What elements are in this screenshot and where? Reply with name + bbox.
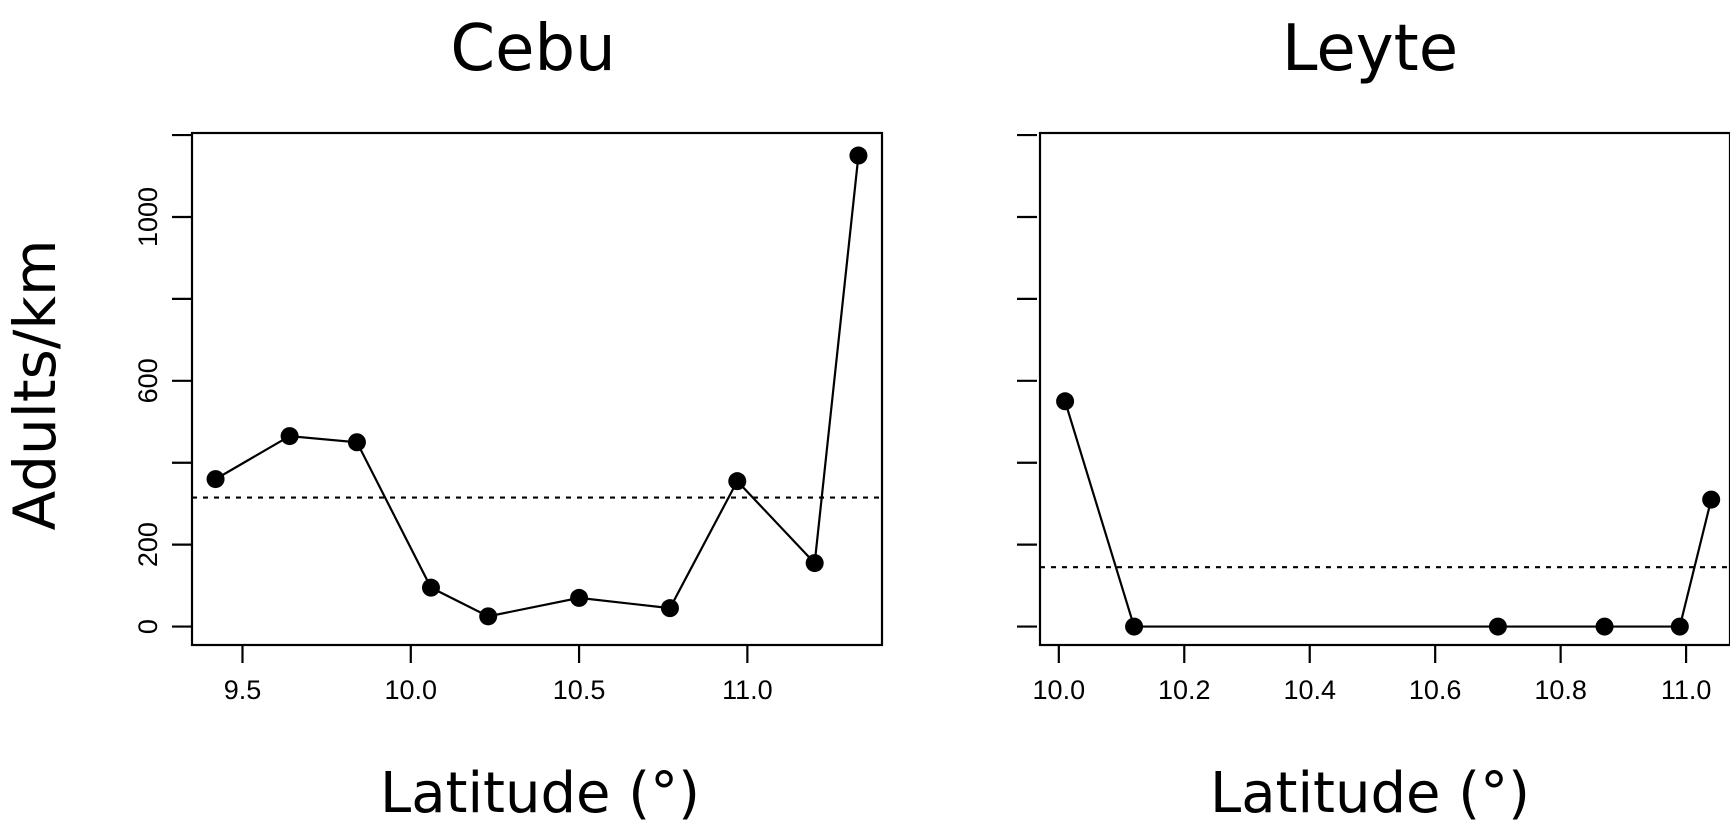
data-point-cebu [479,607,498,626]
x-tick-label-cebu: 11.0 [722,675,773,705]
data-point-leyte [1125,617,1144,636]
x-tick-label-leyte: 10.8 [1534,675,1587,705]
data-point-leyte [1670,617,1689,636]
data-point-cebu [728,472,747,491]
plot-frame-leyte [1038,131,1730,647]
y-axis-label: Adults/km [1,240,69,531]
x-tick-label-leyte: 11.0 [1661,675,1712,705]
plot-area-leyte: 10.0 10.2 10.4 10.6 10.8 11.0 [1017,131,1730,705]
data-point-leyte [1056,392,1075,411]
x-axis-label-leyte: Latitude (°) [1210,761,1530,826]
data-point-cebu [347,433,366,452]
y-tick-label-cebu: 0 [133,619,163,634]
x-tick-label-cebu: 10.5 [553,675,606,705]
panel-cebu: Cebu Latitude (°) 0 200 600 1000 9.5 10.0 10.5… [133,12,884,826]
x-tick-label-leyte: 10.0 [1033,675,1086,705]
plot-area-cebu: 0 200 600 1000 9.5 10.0 10.5 11.0 [133,131,884,705]
x-tick-label-cebu: 10.0 [384,675,437,705]
plot-frame-cebu [190,131,884,647]
y-tick-label-cebu: 600 [133,358,163,403]
data-point-leyte [1595,617,1614,636]
series-line-leyte [1064,400,1713,628]
data-point-cebu [421,578,440,597]
x-axis-label-cebu: Latitude (°) [380,761,700,826]
x-tick-label-leyte: 10.6 [1409,675,1462,705]
panel-leyte: Leyte Latitude (°) 10.0 10.2 10.4 10.6 10.8 1… [1017,12,1730,826]
x-tick-label-cebu: 9.5 [224,675,262,705]
data-point-cebu [849,146,868,165]
data-point-cebu [280,427,299,446]
data-point-leyte [1702,490,1721,509]
y-tick-label-cebu: 200 [133,522,163,567]
data-point-cebu [206,470,225,489]
x-tick-label-leyte: 10.4 [1283,675,1336,705]
panel-title-cebu: Cebu [450,12,615,86]
data-point-leyte [1488,617,1507,636]
series-line-cebu [215,155,860,618]
y-tick-label-cebu: 1000 [133,187,163,247]
data-point-cebu [570,588,589,607]
panel-title-leyte: Leyte [1282,12,1458,86]
data-point-cebu [805,554,824,573]
x-tick-label-leyte: 10.2 [1158,675,1211,705]
data-point-cebu [660,599,679,618]
